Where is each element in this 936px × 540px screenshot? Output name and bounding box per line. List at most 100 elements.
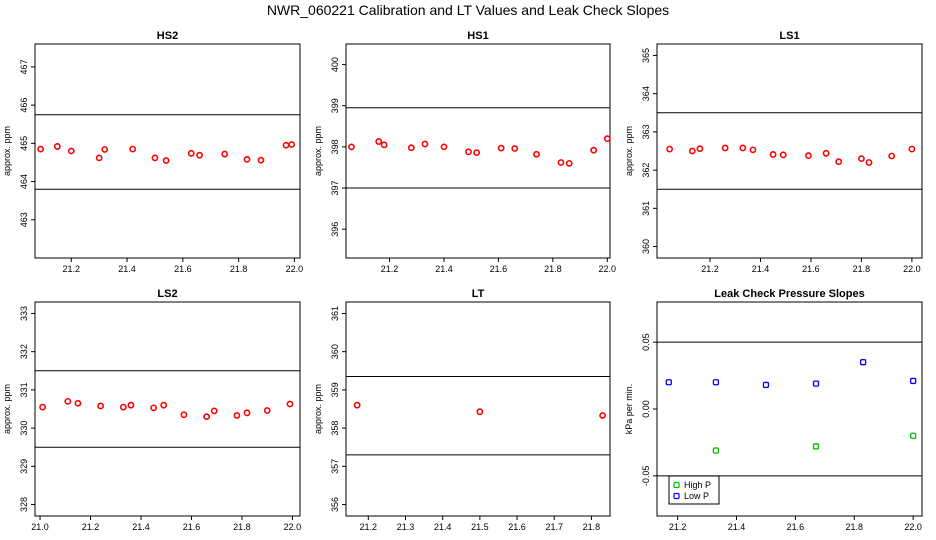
x-tick-label: 21.6: [787, 522, 805, 532]
data-point: [696, 145, 704, 153]
y-tick-label: 465: [19, 136, 29, 151]
data-point: [375, 138, 383, 145]
y-tick-label: 363: [641, 124, 651, 139]
chart-title: LS2: [157, 288, 177, 300]
data-point: [210, 407, 218, 415]
y-tick-label: 0.00: [641, 400, 651, 418]
legend-marker: [673, 492, 680, 500]
y-tick-label: 360: [641, 239, 651, 254]
y-tick-label: 364: [641, 86, 651, 101]
data-point: [835, 158, 843, 166]
data-point: [749, 146, 757, 154]
x-tick-label: 21.0: [31, 522, 49, 532]
y-tick-label: 361: [641, 201, 651, 216]
y-tick-label: 467: [19, 59, 29, 74]
data-point: [511, 145, 519, 152]
data-point: [476, 408, 484, 416]
data-point: [129, 145, 137, 153]
y-tick-label: 328: [19, 497, 29, 512]
y-tick-label: 356: [330, 497, 340, 512]
data-point: [160, 401, 168, 409]
data-point: [603, 135, 611, 143]
y-axis-label: approx. ppm: [624, 126, 634, 176]
y-tick-label: 330: [19, 421, 29, 436]
data-point: [203, 413, 211, 421]
data-point: [348, 143, 355, 151]
data-point: [888, 152, 896, 160]
data-point: [127, 401, 135, 409]
x-tick-label: 22.0: [599, 264, 617, 274]
x-tick-label: 21.2: [669, 522, 687, 532]
x-tick-label: 21.6: [174, 264, 192, 274]
data-point-high-p: [910, 432, 917, 439]
data-point-low-p: [665, 379, 672, 386]
x-tick-label: 21.4: [132, 522, 150, 532]
chart-panel-0: HS2 approx. ppm 21.2 21.4 21.6 21.8 22.0 463 464…: [2, 30, 303, 274]
y-tick-label: 362: [641, 163, 651, 178]
data-point: [497, 144, 505, 152]
y-tick-label: 464: [19, 174, 29, 189]
data-point: [257, 156, 265, 164]
data-point-low-p: [910, 377, 917, 385]
x-tick-label: 21.8: [583, 522, 601, 532]
x-tick-label: 21.3: [397, 522, 415, 532]
data-point: [180, 411, 188, 419]
data-point: [805, 152, 812, 159]
x-tick-label: 21.4: [728, 522, 746, 532]
y-tick-label: 397: [330, 181, 340, 196]
data-point: [67, 147, 75, 155]
data-point: [53, 143, 61, 150]
data-point: [769, 151, 777, 158]
y-tick-label: 396: [330, 222, 340, 237]
legend-marker: [673, 481, 680, 489]
data-point: [421, 140, 429, 148]
data-point: [162, 157, 170, 164]
data-point: [196, 151, 203, 159]
y-axis-label: approx. ppm: [2, 384, 12, 434]
x-tick-label: 22.0: [286, 264, 304, 274]
data-point: [286, 400, 294, 408]
legend-label: Low P: [684, 491, 709, 501]
x-tick-label: 21.2: [360, 522, 378, 532]
x-tick-label: 21.2: [701, 264, 719, 274]
data-point: [74, 399, 82, 407]
y-axis-label: approx. ppm: [313, 126, 323, 176]
data-point: [353, 401, 361, 409]
data-point-low-p: [859, 359, 867, 366]
y-tick-label: 361: [330, 306, 340, 321]
chart-title: Leak Check Pressure Slopes: [714, 288, 864, 300]
x-tick-label: 21.8: [846, 522, 864, 532]
figure-title: NWR_060221 Calibration and LT Values and…: [266, 2, 670, 18]
data-point: [779, 151, 787, 159]
y-tick-label: 466: [19, 98, 29, 113]
y-tick-label: 359: [330, 382, 340, 397]
data-point: [473, 149, 481, 157]
data-point: [101, 146, 109, 153]
y-axis-label: approx. ppm: [2, 126, 12, 176]
legend-label: High P: [684, 480, 711, 490]
y-tick-label: 329: [19, 459, 29, 474]
data-point: [590, 146, 598, 154]
chart-title: LS1: [779, 30, 799, 42]
x-tick-label: 22.0: [904, 522, 922, 532]
x-tick-label: 21.6: [490, 264, 508, 274]
x-tick-label: 21.8: [230, 264, 248, 274]
data-point: [282, 141, 290, 149]
chart-panel-2: LS1 approx. ppm 21.2 21.4 21.6 21.8 22.0 360 361…: [624, 30, 923, 274]
data-point: [858, 155, 865, 163]
data-point: [688, 147, 696, 155]
x-tick-label: 21.6: [183, 522, 201, 532]
data-point: [822, 149, 830, 157]
data-point: [97, 402, 105, 410]
data-point: [263, 407, 271, 414]
x-tick-label: 22.0: [903, 264, 921, 274]
y-tick-label: 365: [641, 48, 651, 63]
x-tick-label: 21.8: [544, 264, 562, 274]
plot-frame: [345, 43, 611, 259]
x-tick-label: 21.8: [233, 522, 251, 532]
y-tick-label: 399: [330, 98, 340, 113]
data-point: [721, 144, 729, 152]
chart-title: HS2: [157, 30, 178, 42]
x-tick-label: 21.2: [82, 522, 100, 532]
x-tick-label: 21.4: [434, 522, 452, 532]
